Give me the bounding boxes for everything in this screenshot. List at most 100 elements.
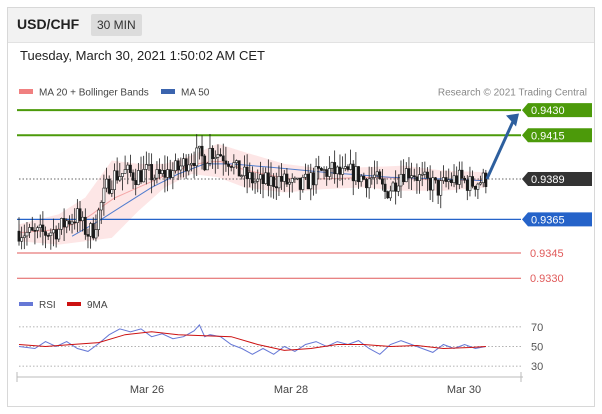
timeframe-badge[interactable]: 30 MIN [91, 14, 142, 36]
candle-body [354, 166, 358, 182]
candle-body [211, 148, 215, 159]
candle-body [412, 175, 416, 178]
level-0-9345-label: 0.9345 [530, 248, 564, 260]
candle-body [213, 157, 217, 159]
candle-body [139, 170, 143, 183]
candle-body [49, 232, 53, 236]
candle-body [30, 227, 34, 231]
candle-body [221, 155, 225, 162]
level-0-9389-label: 0.9389 [531, 174, 565, 186]
candle-body [97, 209, 100, 230]
candle-body [290, 178, 294, 183]
candle-body [343, 166, 347, 169]
candle-body [160, 169, 164, 174]
candle-body [463, 177, 467, 181]
candle-body [129, 164, 132, 173]
candle-body [38, 224, 42, 228]
candle-body [277, 175, 281, 189]
candle-body [68, 220, 71, 225]
candle-body [465, 179, 469, 191]
candle-body [314, 166, 318, 186]
candle-body [192, 163, 196, 167]
candle-body [335, 166, 339, 175]
candle-body [163, 169, 167, 178]
projection-arrow-shaft [485, 120, 515, 180]
candle-body [248, 172, 252, 179]
candle-body [253, 180, 257, 184]
candle-body [375, 171, 379, 176]
candle-body [150, 164, 154, 181]
candle-body [17, 230, 21, 242]
candle-body [176, 160, 180, 171]
candle-body [338, 166, 342, 175]
candle-body [383, 183, 387, 192]
candle-body [362, 175, 366, 180]
candle-body [86, 234, 90, 237]
level-0-9330-label: 0.9330 [530, 273, 564, 285]
candle-body [232, 162, 236, 168]
candle-body [155, 169, 159, 179]
candle-body [174, 160, 177, 171]
candle-body [269, 176, 273, 186]
candle-body [481, 172, 485, 183]
candle-body [171, 170, 175, 178]
ma9-legend-swatch [67, 302, 81, 306]
candle-body [407, 168, 411, 178]
9ma-line [18, 331, 486, 351]
candle-body [187, 164, 191, 172]
candle-body [280, 175, 284, 182]
candle-body [203, 155, 207, 171]
candle-body [357, 166, 360, 183]
candle-body [107, 178, 111, 194]
candle-body [285, 173, 289, 185]
candle-body [479, 182, 482, 185]
candle-body [325, 169, 329, 177]
candle-body [288, 181, 291, 185]
candle-body [309, 172, 313, 190]
candle-body [447, 179, 451, 182]
candle-body [327, 168, 331, 177]
candle-body [158, 169, 161, 174]
candle-body [22, 235, 26, 238]
candle-body [57, 228, 61, 240]
candle-body [471, 176, 475, 187]
candle-body [123, 169, 127, 174]
candle-body [402, 173, 406, 183]
candle-body [147, 164, 151, 166]
candle-body [25, 232, 29, 237]
ma20-legend-label: MA 20 + Bollinger Bands [39, 88, 149, 99]
candle-body [261, 174, 265, 184]
ma20-legend-swatch [19, 89, 33, 94]
candle-body [131, 172, 135, 181]
candle-body [168, 169, 172, 178]
candle-body [444, 177, 448, 182]
candle-body [293, 177, 297, 180]
candle-body [473, 186, 477, 190]
candle-body [330, 162, 334, 169]
candle-body [359, 175, 363, 183]
candle-body [118, 176, 122, 181]
candle-body [476, 183, 480, 190]
candle-body [83, 216, 87, 235]
candle-body [431, 177, 435, 191]
rsi-tick-30: 30 [531, 361, 543, 373]
candle-body [391, 182, 395, 192]
candle-body [452, 175, 456, 183]
candle-body [94, 229, 98, 239]
candle-body [449, 179, 453, 183]
candle-body [224, 160, 228, 165]
credit-text: Research © 2021 Trading Central [438, 88, 587, 99]
candle-body [115, 170, 119, 181]
candle-body [205, 163, 209, 171]
candle-body [272, 176, 276, 187]
candle-body [266, 172, 270, 186]
candle-body [81, 216, 85, 222]
candle-body [73, 221, 77, 224]
candle-body [184, 158, 188, 172]
candle-body [301, 177, 305, 190]
level-0-9365-tag [522, 212, 592, 227]
candle-body [388, 190, 392, 199]
candle-body [113, 170, 116, 190]
candle-body [235, 160, 238, 163]
